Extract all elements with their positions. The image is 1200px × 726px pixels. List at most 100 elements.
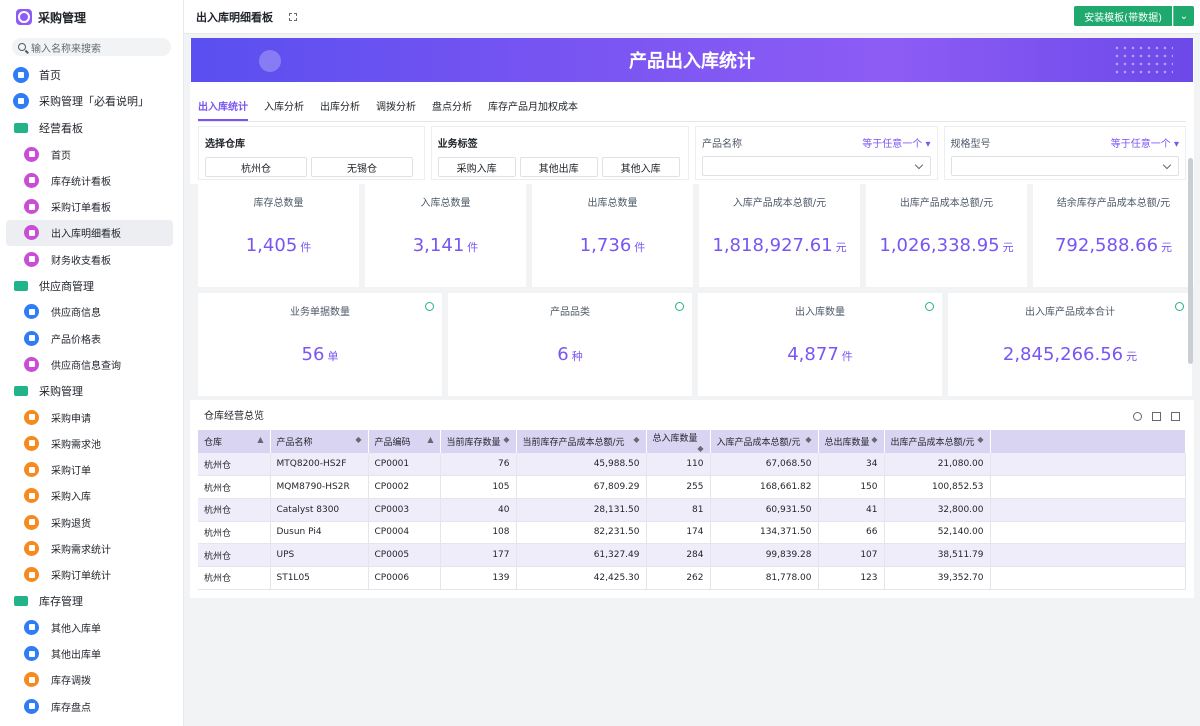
table-row[interactable]: 杭州仓 MQM8790-HS2R CP0002 105 67,809.29 255 168,…	[198, 475, 1186, 499]
table-cell: 52,140.00	[884, 521, 991, 545]
table-column-header[interactable]: 产品编码 ▲	[368, 430, 441, 453]
sidebar-item-label: 采购申请	[51, 413, 91, 425]
warehouse-option-hangzhou[interactable]: 杭州仓	[205, 157, 307, 177]
stat-card: 入库总数量 3,141 件	[365, 184, 526, 287]
filter-bar: 选择仓库 杭州仓 无锡仓 业务标签 采购入库 其他出库 其他入库 产品名称 等于…	[198, 126, 1186, 180]
table-row[interactable]: 杭州仓 ST1L05 CP0006 139 42,425.30 262 81,778.00 1…	[198, 566, 1186, 590]
dashboard-tab[interactable]: 库存产品月加权成本	[488, 102, 578, 113]
install-template-button[interactable]: 安装模板(带数据)	[1074, 6, 1172, 26]
table-cell-filler	[990, 521, 1186, 545]
sidebar-item[interactable]: 采购入库	[0, 483, 183, 509]
sidebar-search-input[interactable]: 输入名称来搜索	[12, 38, 171, 56]
table-cell: 杭州仓	[198, 453, 271, 477]
sort-icon[interactable]: ◆	[503, 435, 510, 444]
sidebar-item[interactable]: 财务收支看板	[0, 246, 183, 272]
sort-icon[interactable]: ◆	[977, 435, 984, 444]
product-name-condition[interactable]: 等于任意一个 ▾	[862, 139, 931, 150]
sidebar-item[interactable]: 采购退货	[0, 509, 183, 535]
table-row[interactable]: 杭州仓 Catalyst 8300 CP0003 40 28,131.50 81 60,93…	[198, 498, 1186, 522]
sidebar-item[interactable]: 出入库明细看板	[6, 219, 173, 247]
info-icon[interactable]	[425, 302, 434, 311]
sort-icon[interactable]: ◆	[633, 435, 640, 444]
sidebar-item[interactable]: 首页	[0, 141, 183, 167]
table-column-header[interactable]: 产品名称 ◆	[270, 430, 369, 453]
sidebar-item-label: 采购需求池	[51, 439, 101, 451]
table-column-header[interactable]: 仓库 ▲	[198, 430, 271, 453]
sort-icon[interactable]: ▲	[427, 435, 434, 444]
sort-settings-icon[interactable]	[1152, 412, 1161, 421]
sort-icon[interactable]: ◆	[805, 435, 812, 444]
sidebar-item[interactable]: 供应商信息查询	[0, 351, 183, 377]
install-dropdown-button[interactable]: ⌄	[1173, 6, 1194, 26]
dashboard-tab[interactable]: 出库分析	[320, 102, 360, 113]
table-cell: 28,131.50	[516, 498, 647, 522]
dashboard-icon	[24, 356, 39, 372]
table-cell: 67,809.29	[516, 475, 647, 499]
warehouse-overview-table: 仓库 ▲ 产品名称 ◆ 产品编码 ▲ 当前库存数量 ◆ 当前库存产品成本总额/元 ◆ 总入库数量 ◆ 入…	[198, 430, 1186, 590]
sidebar-item[interactable]: 库存调拨	[0, 667, 183, 693]
fullscreen-icon[interactable]	[289, 12, 297, 21]
sidebar-item[interactable]: 采购管理「必看说明」	[0, 88, 183, 114]
sidebar-item[interactable]: 产品价格表	[0, 325, 183, 351]
sidebar-item[interactable]: 采购订单	[0, 456, 183, 482]
sidebar-item[interactable]: 库存盘点	[0, 693, 183, 719]
spec-model-condition[interactable]: 等于任意一个 ▾	[1110, 139, 1179, 150]
spec-model-filter: 规格型号 等于任意一个 ▾	[943, 126, 1186, 180]
dashboard-tab[interactable]: 调拨分析	[376, 102, 416, 113]
table-cell: UPS	[270, 543, 369, 567]
info-icon[interactable]	[675, 302, 684, 311]
table-column-header[interactable]: 出库产品成本总额/元 ◆	[884, 430, 991, 453]
info-icon[interactable]	[925, 302, 934, 311]
product-name-filter-title: 产品名称	[702, 139, 742, 150]
spec-model-select[interactable]	[950, 156, 1179, 176]
table-cell: 32,800.00	[884, 498, 991, 522]
table-cell: 110	[646, 453, 711, 477]
table-column-header[interactable]: 当前库存产品成本总额/元 ◆	[516, 430, 647, 453]
refresh-icon[interactable]	[1133, 412, 1142, 421]
sidebar-item[interactable]: 采购订单统计	[0, 562, 183, 588]
sidebar-item[interactable]: 采购需求统计	[0, 535, 183, 561]
table-row[interactable]: 杭州仓 UPS CP0005 177 61,327.49 284 99,839.28 107 3…	[198, 543, 1186, 567]
sidebar-item-label: 采购入库	[51, 492, 91, 504]
info-icon[interactable]	[1175, 302, 1184, 311]
product-name-select[interactable]	[702, 156, 931, 176]
sidebar-item[interactable]: 采购需求池	[0, 430, 183, 456]
biz-tag-option-other-out[interactable]: 其他出库	[519, 157, 598, 177]
doc-icon	[24, 330, 39, 346]
dashboard-tab[interactable]: 入库分析	[264, 102, 304, 113]
sort-icon[interactable]: ◆	[871, 435, 878, 444]
sidebar-item[interactable]: 采购订单看板	[0, 193, 183, 219]
report-icon	[24, 567, 39, 583]
sidebar-item-label: 采购需求统计	[51, 544, 111, 556]
sort-icon[interactable]: ▲	[257, 435, 264, 444]
sidebar-group[interactable]: 供应商管理	[0, 272, 183, 298]
dashboard-tab[interactable]: 出入库统计	[198, 98, 248, 121]
stat-label: 产品品类	[550, 307, 590, 318]
table-column-header[interactable]: 总出库数量 ◆	[818, 430, 885, 453]
sidebar-group[interactable]: 采购管理	[0, 378, 183, 404]
warehouse-overview-table-card: 仓库经营总览 仓库 ▲ 产品名称 ◆ 产品编码 ▲ 当前库存数量 ◆ 当前库存产品成本总额/元 ◆…	[198, 404, 1186, 598]
table-header-filler	[990, 430, 1186, 453]
biz-tag-option-other-in[interactable]: 其他入库	[601, 157, 680, 177]
table-row[interactable]: 杭州仓 Dusun Pi4 CP0004 108 82,231.50 174 134,371…	[198, 521, 1186, 545]
sort-icon[interactable]: ◆	[355, 435, 362, 444]
sidebar-item[interactable]: 其他出库单	[0, 641, 183, 667]
table-column-header[interactable]: 总入库数量 ◆	[646, 430, 711, 453]
sidebar-item[interactable]: 采购申请	[0, 404, 183, 430]
sidebar-item[interactable]: 库存统计看板	[0, 167, 183, 193]
dashboard-tab[interactable]: 盘点分析	[432, 102, 472, 113]
sidebar-group[interactable]: 经营看板	[0, 115, 183, 141]
scrollbar[interactable]	[1188, 158, 1193, 364]
sort-icon[interactable]: ◆	[697, 443, 704, 453]
table-row[interactable]: 杭州仓 MTQ8200-HS2F CP0001 76 45,988.50 110 67,06…	[198, 453, 1186, 477]
sidebar-item[interactable]: 其他入库单	[0, 614, 183, 640]
sidebar-group[interactable]: 库存管理	[0, 588, 183, 614]
sidebar-item[interactable]: 供应商信息	[0, 299, 183, 325]
fullscreen-icon[interactable]	[1171, 412, 1180, 421]
warehouse-option-wuxi[interactable]: 无锡仓	[311, 157, 413, 177]
table-cell: 107	[818, 543, 885, 567]
table-column-header[interactable]: 当前库存数量 ◆	[440, 430, 517, 453]
biz-tag-option-purchase-in[interactable]: 采购入库	[437, 157, 516, 177]
table-column-header[interactable]: 入库产品成本总额/元 ◆	[710, 430, 819, 453]
sidebar-item[interactable]: 首页	[0, 62, 183, 88]
